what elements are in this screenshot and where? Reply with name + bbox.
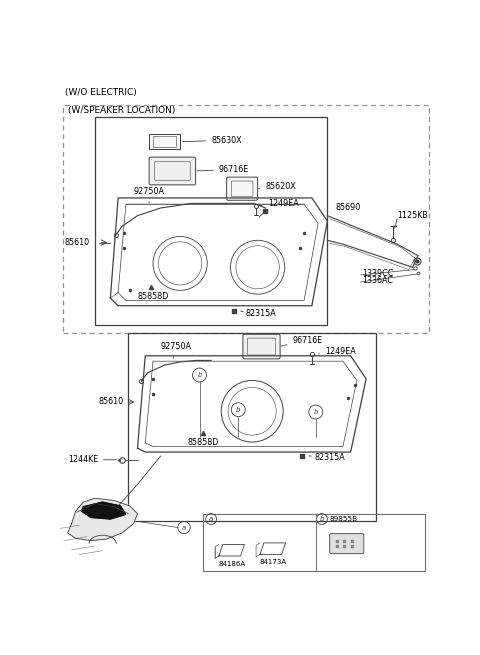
Bar (128, 333, 376, 521)
Text: 1336AC: 1336AC (362, 276, 393, 285)
Text: 92750A: 92750A (133, 187, 165, 203)
Text: b: b (320, 516, 324, 522)
Text: 85858D: 85858D (137, 289, 169, 301)
Text: 1249EA: 1249EA (319, 347, 356, 356)
Text: 96716E: 96716E (197, 165, 249, 174)
Text: 92750A: 92750A (161, 342, 192, 358)
Text: 85630X: 85630X (183, 136, 242, 145)
Text: b: b (197, 372, 202, 378)
Text: 84186A: 84186A (218, 561, 245, 567)
Bar (63, 105, 429, 333)
Polygon shape (68, 498, 137, 540)
Text: (W/SPEAKER LOCATION): (W/SPEAKER LOCATION) (68, 107, 175, 115)
Text: 85858D: 85858D (188, 438, 219, 447)
FancyBboxPatch shape (330, 534, 364, 553)
Text: 84173A: 84173A (260, 559, 287, 565)
Text: b: b (236, 407, 240, 413)
FancyBboxPatch shape (227, 177, 258, 200)
Text: b: b (313, 409, 318, 415)
Text: 82315A: 82315A (240, 309, 277, 318)
Text: a: a (209, 516, 213, 522)
Text: 89855B: 89855B (330, 516, 358, 522)
Text: 82315A: 82315A (309, 453, 345, 462)
Text: 96716E: 96716E (281, 336, 323, 346)
FancyBboxPatch shape (243, 334, 280, 359)
FancyBboxPatch shape (149, 157, 196, 185)
Text: (W/O ELECTRIC): (W/O ELECTRIC) (65, 88, 136, 97)
Polygon shape (82, 502, 126, 519)
Text: a: a (182, 525, 186, 531)
Text: 85690: 85690 (335, 202, 360, 212)
Bar (95, 117, 327, 325)
Text: 85610: 85610 (99, 398, 124, 407)
Text: 1249EA: 1249EA (260, 199, 299, 208)
Text: 85620X: 85620X (259, 182, 296, 191)
Bar (149, 134, 180, 149)
Bar (204, 514, 425, 571)
Text: 1125KB: 1125KB (397, 211, 428, 220)
Text: 1339CC: 1339CC (362, 269, 394, 278)
Text: 85610: 85610 (65, 238, 90, 247)
Text: 1244KE: 1244KE (68, 455, 116, 464)
Bar (153, 136, 176, 147)
